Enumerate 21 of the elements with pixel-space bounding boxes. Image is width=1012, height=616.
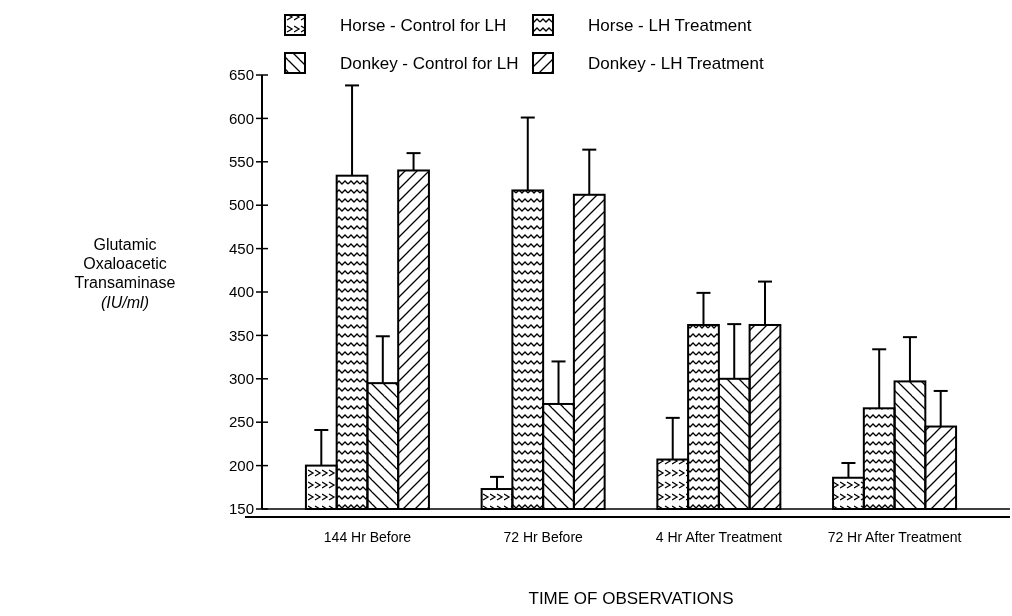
y-tick-label: 150	[228, 500, 254, 518]
x-tick-label: 72 Hr Before	[503, 529, 584, 545]
x-tick-label: 72 Hr After Treatment	[827, 529, 962, 545]
y-tick-label: 250	[228, 413, 254, 431]
legend-label: Donkey - Control for LH	[340, 53, 519, 73]
y-tick-label: 350	[228, 326, 254, 344]
y-tick-label: 300	[228, 370, 254, 388]
y-axis-title: Glutamic Oxaloacetic Transaminase (IU/ml)	[74, 236, 176, 311]
legend-label: Horse - Control for LH	[340, 15, 507, 35]
y-tick-label: 450	[228, 239, 254, 257]
legend-label: Horse - LH Treatment	[588, 15, 752, 35]
y-tick-label: 600	[228, 109, 254, 127]
x-tick-label: 144 Hr Before	[323, 529, 412, 545]
y-tick-label: 650	[228, 66, 254, 84]
y-tick-label: 400	[228, 283, 254, 301]
x-axis-title: TIME OF OBSERVATIONS	[528, 589, 734, 608]
x-tick-label: 4 Hr After Treatment	[655, 529, 782, 545]
y-tick-label: 550	[228, 153, 254, 171]
y-tick-label: 500	[228, 196, 254, 214]
y-tick-label: 200	[228, 456, 254, 474]
legend-label: Donkey - LH Treatment	[588, 53, 765, 73]
